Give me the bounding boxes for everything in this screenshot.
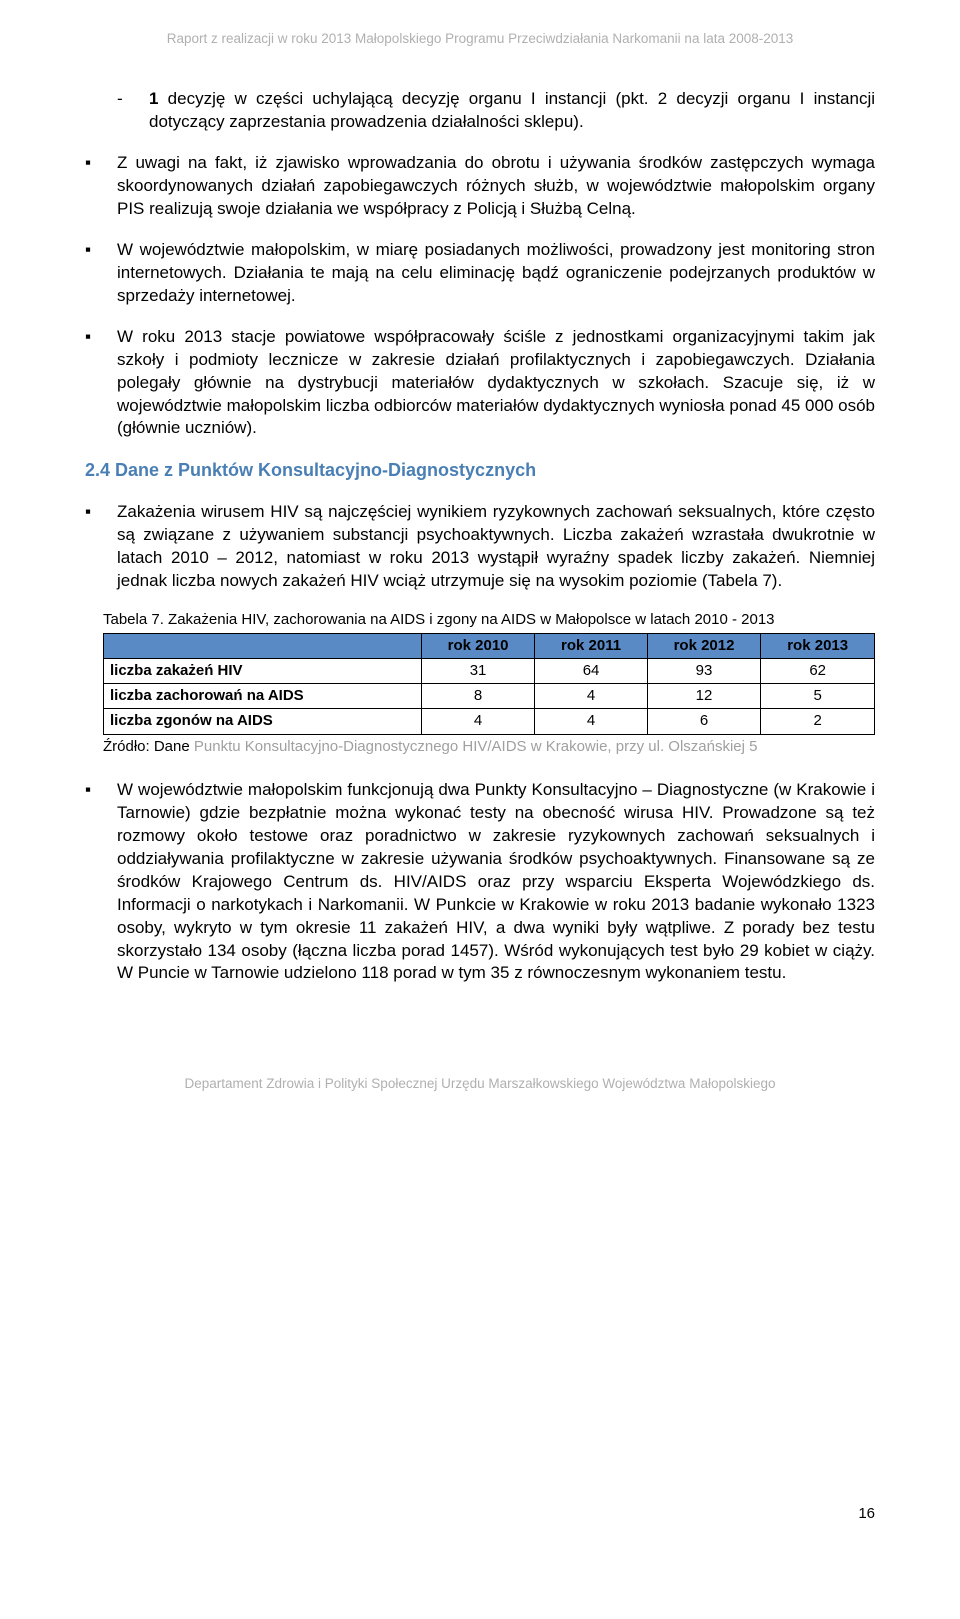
table-caption: Tabela 7. Zakażenia HIV, zachorowania na… bbox=[103, 610, 875, 630]
table-header-cell: rok 2013 bbox=[761, 633, 875, 658]
table-row: liczba zgonów na AIDS4462 bbox=[104, 709, 875, 734]
sub-item-text: 1 decyzję w części uchylającą decyzję or… bbox=[149, 88, 875, 134]
table-cell: liczba zgonów na AIDS bbox=[104, 709, 422, 734]
table-header-cell: rok 2011 bbox=[535, 633, 647, 658]
bullet-marker: ▪ bbox=[85, 239, 117, 308]
table-cell: 4 bbox=[535, 709, 647, 734]
table-cell: 6 bbox=[647, 709, 761, 734]
table-cell: 4 bbox=[421, 709, 535, 734]
bullet-text: Z uwagi na fakt, iż zjawisko wprowadzani… bbox=[117, 152, 875, 221]
bullet-item: ▪W województwie małopolskim, w miarę pos… bbox=[85, 239, 875, 308]
table-cell: 4 bbox=[535, 684, 647, 709]
document-page: Raport z realizacji w roku 2013 Małopols… bbox=[0, 0, 960, 1619]
table-cell: 12 bbox=[647, 684, 761, 709]
table-source: Źródło: Dane Punktu Konsultacyjno-Diagno… bbox=[103, 737, 875, 757]
table-header-cell bbox=[104, 633, 422, 658]
table-cell: 31 bbox=[421, 658, 535, 683]
bullet-text: W województwie małopolskim funkcjonują d… bbox=[117, 779, 875, 985]
bullet-item: ▪W województwie małopolskim funkcjonują … bbox=[85, 779, 875, 985]
bullet-marker: ▪ bbox=[85, 501, 117, 593]
table-cell: 93 bbox=[647, 658, 761, 683]
sub-list-item: - 1 decyzję w części uchylającą decyzję … bbox=[85, 88, 875, 134]
page-header: Raport z realizacji w roku 2013 Małopols… bbox=[85, 30, 875, 48]
table-cell: 8 bbox=[421, 684, 535, 709]
bullet-item: ▪W roku 2013 stacje powiatowe współpraco… bbox=[85, 326, 875, 441]
table-row: liczba zachorowań na AIDS84125 bbox=[104, 684, 875, 709]
page-footer: Departament Zdrowia i Polityki Społeczne… bbox=[85, 1075, 875, 1093]
table-header-cell: rok 2012 bbox=[647, 633, 761, 658]
table-source-black: Źródło: Dane bbox=[103, 738, 194, 755]
data-table: rok 2010rok 2011rok 2012rok 2013 liczba … bbox=[103, 633, 875, 735]
bullet-text: Zakażenia wirusem HIV są najczęściej wyn… bbox=[117, 501, 875, 593]
page-number: 16 bbox=[858, 1504, 875, 1524]
sub-marker: - bbox=[117, 88, 149, 134]
table-cell: 62 bbox=[761, 658, 875, 683]
bullet-text: W województwie małopolskim, w miarę posi… bbox=[117, 239, 875, 308]
table-cell: liczba zachorowań na AIDS bbox=[104, 684, 422, 709]
table-cell: 64 bbox=[535, 658, 647, 683]
bullet-text: W roku 2013 stacje powiatowe współpracow… bbox=[117, 326, 875, 441]
section-heading: 2.4 Dane z Punktów Konsultacyjno-Diagnos… bbox=[85, 458, 875, 482]
bullet-item: ▪Zakażenia wirusem HIV są najczęściej wy… bbox=[85, 501, 875, 593]
bullet-marker: ▪ bbox=[85, 779, 117, 985]
sub-item-rest: decyzję w części uchylającą decyzję orga… bbox=[149, 89, 875, 131]
table-cell: liczba zakażeń HIV bbox=[104, 658, 422, 683]
bullet-item: ▪Z uwagi na fakt, iż zjawisko wprowadzan… bbox=[85, 152, 875, 221]
table-row: liczba zakażeń HIV31649362 bbox=[104, 658, 875, 683]
table-cell: 5 bbox=[761, 684, 875, 709]
table-cell: 2 bbox=[761, 709, 875, 734]
bullet-marker: ▪ bbox=[85, 152, 117, 221]
bullet-marker: ▪ bbox=[85, 326, 117, 441]
table-header-cell: rok 2010 bbox=[421, 633, 535, 658]
table-source-gray: Punktu Konsultacyjno-Diagnostycznego HIV… bbox=[194, 738, 758, 755]
